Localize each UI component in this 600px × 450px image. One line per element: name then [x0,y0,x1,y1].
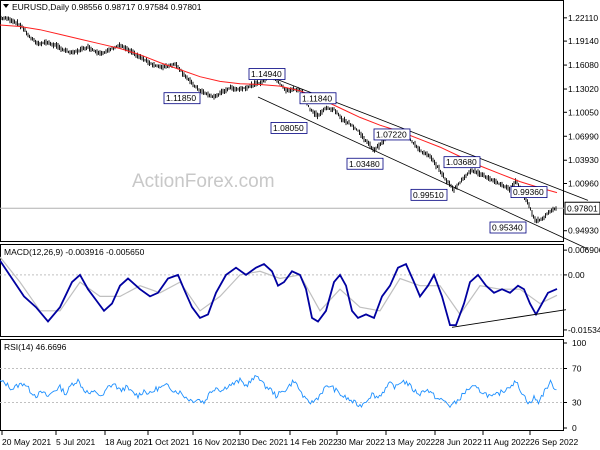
xtick-label-6: 14 Feb 2022 [290,437,338,447]
price-panel-frame [0,0,564,242]
xtick-label-7: 30 Mar 2022 [337,437,385,447]
macd-line [0,260,558,327]
xtick-label-5: 30 Dec 2021 [240,437,288,447]
rsi-plot [0,368,564,409]
price-ytick-6: 1.03930 [568,155,599,165]
xtick-label-3: 1 Oct 2021 [148,437,190,447]
level-label-9: 0.95340 [492,223,523,233]
rsi-ytick-2: 30 [572,398,582,408]
price-ytick-5: 1.06990 [568,131,599,141]
xtick-label-1: 5 Jul 2021 [56,437,95,447]
level-label-box [270,122,308,134]
level-label-0: 1.14940 [251,69,282,79]
macd-signal-line [0,256,558,316]
price-ytick-0: 1.22110 [568,13,598,23]
level-label-box [346,157,384,170]
macd-title: MACD(12,26,9) -0.003916 -0.005650 [4,247,145,257]
level-label-1: 1.11850 [166,93,196,103]
level-label-box [373,128,411,141]
macd-plot [0,256,567,328]
price-ytick-9: 0.94930 [568,226,599,236]
price-ytick-1: 1.19140 [568,36,599,46]
price-ytick-3: 1.13020 [568,84,599,94]
level-label-box [410,188,448,201]
xtick-label-0: 20 May 2021 [2,437,51,447]
price-ytick-7: 1.00960 [568,178,599,188]
watermark: ActionForex.com [132,171,275,192]
current-price-tag [564,201,600,215]
level-label-7: 0.99510 [413,190,444,200]
xtick-label-8: 13 May 2022 [386,437,435,447]
level-label-box [248,68,286,80]
xtick-label-11: 26 Sep 2022 [530,437,578,447]
level-label-5: 1.03480 [349,159,380,169]
xtick-label-10: 11 Aug 2022 [483,437,530,447]
price-title: EURUSD,Daily 0.98556 0.98717 0.97584 0.9… [12,2,202,12]
price-ytick-current: 0.97801 [567,204,598,214]
rsi-ytick-1: 70 [572,364,582,374]
rsi-ytick-3: 0 [572,423,577,433]
level-label-box [443,156,481,169]
level-label-3: 1.08050 [273,123,304,133]
macd-ytick-0: 0.006906 [568,245,600,255]
price-ytick-2: 1.16080 [568,60,599,70]
level-label-box [299,92,337,105]
xtick-label-4: 16 Nov 2021 [193,437,241,447]
macd-panel-frame [0,244,564,337]
price-bars [0,15,557,224]
level-label-box [510,186,548,199]
level-label-box [489,221,527,234]
rsi-panel-frame [0,339,564,431]
level-label-8: 0.99360 [513,187,544,197]
dropdown-triangle-icon[interactable] [3,4,9,8]
rsi-ytick-0: 100 [572,338,586,348]
rsi-line [0,374,557,409]
level-label-4: 1.07220 [376,129,407,139]
axes-labels: 1.22110 1.19140 1.16080 1.13020 1.10050 1.069… [1,13,600,447]
price-plot: 1.14940 1.11850 1.11840 1.08050 1.07220 1.034… [0,15,589,250]
rsi-title: RSI(14) 46.6696 [4,342,67,352]
xtick-label-2: 18 Aug 2021 [105,437,153,447]
level-label-6: 1.03680 [446,157,477,167]
macd-ytick-2: -0.015348 [568,325,600,335]
xtick-label-9: 28 Jun 2022 [435,437,482,447]
macd-ytick-1: 0.00 [568,270,585,280]
macd-trend-line [451,309,567,328]
level-label-box [163,92,201,105]
price-ytick-4: 1.10050 [568,107,599,117]
level-label-2: 1.11840 [302,93,332,103]
channel-lower-line [257,96,589,250]
